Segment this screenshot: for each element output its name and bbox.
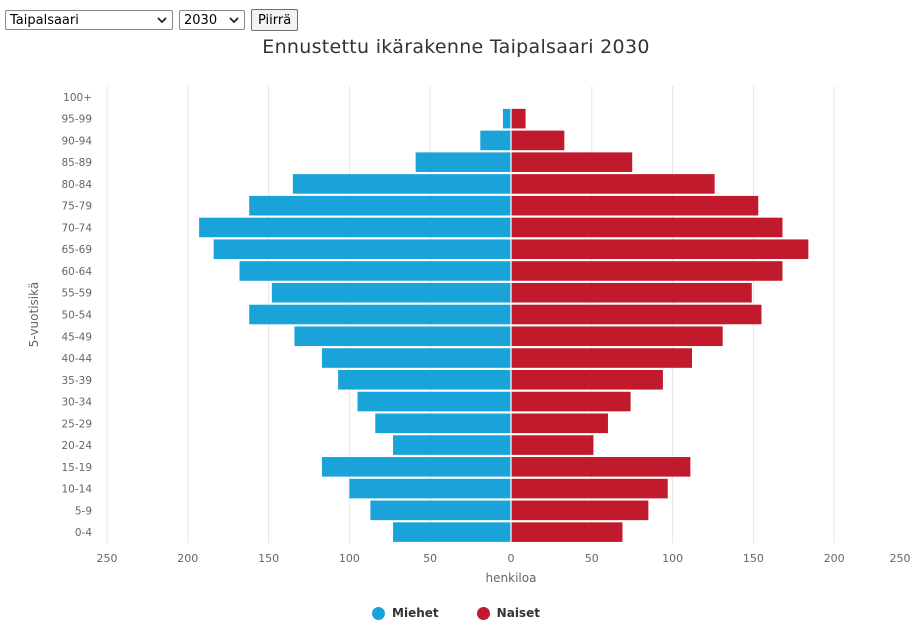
x-tick-label: 0	[508, 552, 515, 565]
y-tick-label: 65-69	[61, 244, 92, 256]
y-tick-label: 90-94	[61, 135, 92, 147]
bar-women-70-74	[511, 217, 783, 238]
legend-label-women: Naiset	[496, 606, 540, 620]
bar-men-40-44	[321, 348, 511, 368]
x-tick-label: 250	[890, 552, 911, 565]
x-tick-label: 100	[662, 552, 683, 565]
year-select[interactable]: 2030	[179, 10, 245, 30]
bar-men-10-14	[349, 478, 511, 499]
y-tick-label: 80-84	[61, 179, 92, 191]
bar-women-90-94	[511, 130, 565, 151]
bar-women-40-44	[511, 348, 692, 368]
bar-men-65-69	[213, 239, 511, 260]
year-value: 2030	[184, 12, 218, 28]
y-tick-label: 75-79	[61, 201, 92, 213]
y-axis-label: 5-vuotisikä	[27, 282, 41, 347]
bar-women-5-9	[511, 500, 649, 521]
legend-marker-men	[372, 606, 386, 620]
y-tick-label: 45-49	[61, 331, 92, 343]
x-axis-label: henkiloa	[486, 571, 537, 585]
population-pyramid-chart: 250 200 150 100 50 0 50 100 150 200 250 0-4 5-9 10-14…	[27, 86, 911, 585]
bar-men-75-79	[249, 195, 511, 216]
y-tick-label: 70-74	[61, 222, 92, 234]
bar-men-55-59	[271, 282, 511, 303]
bar-men-35-39	[338, 369, 511, 390]
legend-label-men: Miehet	[392, 606, 439, 620]
x-tick-label: 50	[423, 552, 437, 565]
bar-women-30-34	[511, 391, 631, 412]
bar-men-85-89	[415, 152, 511, 172]
bar-men-80-84	[292, 174, 511, 194]
bar-women-20-24	[511, 435, 594, 455]
y-tick-label: 60-64	[61, 266, 92, 278]
bar-women-55-59	[511, 282, 752, 303]
y-tick-label: 0-4	[75, 527, 92, 539]
y-tick-label: 50-54	[61, 310, 92, 322]
y-tick-label: 40-44	[61, 353, 92, 365]
y-tick-label: 15-19	[61, 462, 92, 474]
controls-bar: Taipalsaari 2030 Piirrä	[5, 8, 299, 32]
bar-men-90-94	[480, 130, 511, 151]
bar-men-50-54	[249, 304, 511, 325]
bar-men-30-34	[357, 391, 511, 412]
legend: Miehet Naiset	[0, 606, 912, 620]
legend-marker-women	[476, 606, 490, 620]
bar-women-85-89	[511, 152, 633, 172]
bar-women-95-99	[511, 108, 526, 129]
bar-women-10-14	[511, 478, 668, 499]
x-tick-label: 200	[177, 552, 198, 565]
legend-item-women[interactable]: Naiset	[476, 606, 540, 620]
bar-women-50-54	[511, 304, 762, 325]
bar-men-25-29	[375, 413, 511, 434]
bar-women-45-49	[511, 326, 723, 347]
x-tick-label: 150	[743, 552, 764, 565]
municipality-select[interactable]: Taipalsaari	[5, 10, 173, 30]
bar-men-0-4	[393, 522, 511, 542]
y-tick-label: 55-59	[61, 288, 92, 300]
bar-women-0-4	[511, 522, 623, 542]
y-tick-label: 5-9	[75, 505, 92, 517]
x-tick-label: 250	[97, 552, 118, 565]
y-tick-label: 20-24	[61, 440, 92, 452]
y-tick-label: 85-89	[61, 157, 92, 169]
bar-women-15-19	[511, 457, 691, 477]
bar-men-70-74	[199, 217, 511, 238]
x-tick-label: 100	[339, 552, 360, 565]
municipality-value: Taipalsaari	[10, 12, 79, 28]
bar-women-80-84	[511, 174, 715, 194]
bar-men-20-24	[393, 435, 511, 455]
y-tick-label: 35-39	[61, 375, 92, 387]
chevron-down-icon	[228, 14, 240, 26]
legend-item-men[interactable]: Miehet	[372, 606, 439, 620]
bar-women-25-29	[511, 413, 608, 434]
bar-men-60-64	[239, 261, 511, 281]
y-tick-label: 95-99	[61, 114, 92, 126]
draw-button[interactable]: Piirrä	[251, 9, 299, 31]
y-tick-label: 25-29	[61, 418, 92, 430]
bar-men-15-19	[321, 457, 511, 477]
y-tick-label: 30-34	[61, 397, 92, 409]
bar-women-35-39	[511, 369, 663, 390]
x-tick-label: 150	[258, 552, 279, 565]
chevron-down-icon	[156, 14, 168, 26]
bar-women-75-79	[511, 195, 759, 216]
x-tick-label: 200	[824, 552, 845, 565]
chart-title: Ennustettu ikärakenne Taipalsaari 2030	[262, 36, 650, 58]
y-tick-label: 10-14	[61, 484, 92, 496]
y-tick-label: 100+	[63, 92, 92, 104]
bar-women-60-64	[511, 261, 783, 281]
bar-men-45-49	[294, 326, 511, 347]
bar-men-5-9	[370, 500, 511, 521]
x-tick-label: 50	[585, 552, 599, 565]
bar-women-65-69	[511, 239, 809, 260]
bar-men-95-99	[502, 108, 511, 129]
